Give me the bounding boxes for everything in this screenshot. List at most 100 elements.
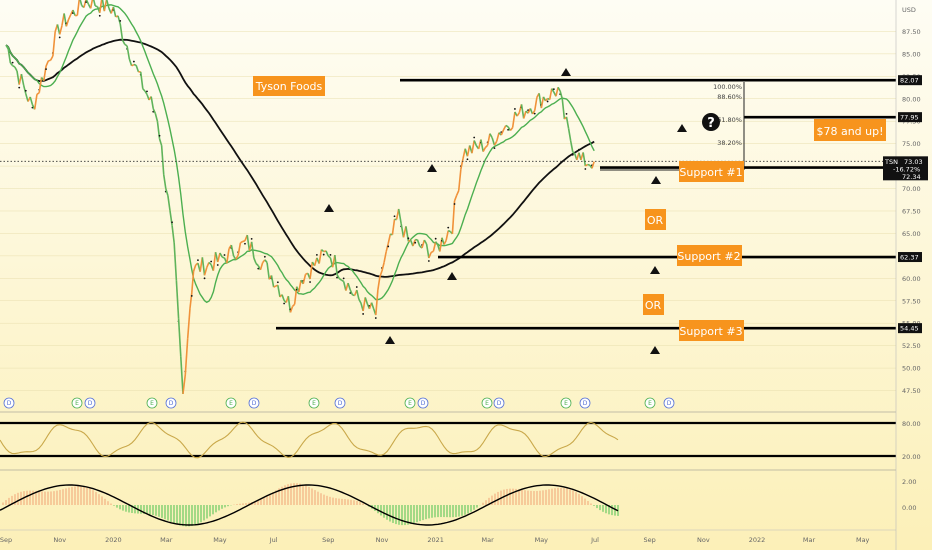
- price-segment: [520, 104, 525, 119]
- price-segment: [98, 0, 103, 13]
- event-marker-text: D: [667, 400, 672, 407]
- price-segment: [7, 48, 12, 64]
- price-dot: [387, 245, 390, 248]
- price-dot: [427, 260, 430, 262]
- price-segment: [9, 62, 14, 67]
- price-segment: [391, 219, 396, 235]
- price-segment: [489, 133, 493, 139]
- price-tick: 57.50: [902, 297, 921, 305]
- price-segment: [167, 195, 171, 211]
- price-segment: [441, 237, 445, 245]
- price-segment: [443, 240, 447, 245]
- or1-label: OR: [645, 209, 666, 230]
- price-segment: [216, 252, 221, 263]
- event-marker[interactable]: [404, 397, 416, 409]
- price-dot: [263, 255, 266, 258]
- price-dot: [514, 108, 516, 110]
- price-segment: [203, 267, 208, 276]
- svg-text:Support #2: Support #2: [677, 250, 740, 263]
- event-marker[interactable]: [579, 397, 591, 409]
- price-segment: [126, 45, 131, 60]
- price-segment: [320, 249, 325, 253]
- last-symbol: TSN: [884, 158, 898, 166]
- price-segment: [152, 108, 157, 114]
- event-marker[interactable]: [165, 397, 177, 409]
- price-segment: [171, 225, 175, 244]
- event-marker[interactable]: [308, 397, 320, 409]
- price-dot: [507, 128, 509, 131]
- fib-382-label: 38.20%: [717, 139, 742, 147]
- price-tick: 70.00: [902, 185, 921, 193]
- price-tick: 47.50: [902, 387, 921, 395]
- price-segment: [447, 229, 451, 233]
- price-segment: [190, 271, 195, 293]
- price-segment: [466, 145, 471, 157]
- price-segment: [192, 264, 197, 272]
- price-dot: [466, 158, 469, 161]
- event-marker[interactable]: [493, 397, 505, 409]
- time-tick: Mar: [481, 536, 494, 544]
- price-segment: [135, 64, 140, 73]
- event-marker[interactable]: [3, 397, 15, 409]
- price-segment: [500, 129, 505, 136]
- price-segment: [453, 195, 458, 202]
- event-marker[interactable]: [334, 397, 346, 409]
- price-segment: [221, 256, 225, 259]
- price-segment: [544, 97, 549, 102]
- price-segment: [186, 307, 191, 339]
- event-marker-text: E: [485, 400, 489, 407]
- price-segment: [240, 240, 244, 244]
- event-marker[interactable]: [225, 397, 237, 409]
- price-segment: [63, 13, 68, 27]
- price-dot: [342, 277, 345, 280]
- level-tags: 82.07 77.95 62.37 54.45 TSN 73.03-16.72%72.34: [883, 75, 928, 334]
- price-dot: [565, 112, 568, 115]
- ma-200-line: [5, 38, 595, 278]
- event-marker-text: E: [648, 400, 652, 407]
- event-marker[interactable]: [417, 397, 429, 409]
- price-dot: [447, 226, 450, 229]
- event-marker-text: E: [312, 400, 316, 407]
- price-segment: [67, 14, 72, 20]
- price-segment: [65, 19, 70, 27]
- last-change: -16.72%: [893, 165, 920, 173]
- svg-text:OR: OR: [647, 214, 664, 227]
- price-segment: [45, 60, 50, 67]
- event-marker-text: D: [169, 400, 174, 407]
- price-segment: [119, 23, 124, 41]
- event-marker[interactable]: [71, 397, 83, 409]
- event-marker[interactable]: [481, 397, 493, 409]
- price-segment: [540, 96, 545, 109]
- last-price-tag: [883, 156, 928, 181]
- price-dot: [434, 237, 437, 240]
- event-marker[interactable]: [663, 397, 675, 409]
- price-dot: [119, 20, 122, 22]
- event-marker[interactable]: [84, 397, 96, 409]
- price-segment: [264, 259, 268, 264]
- event-marker[interactable]: [560, 397, 572, 409]
- event-marker[interactable]: [146, 397, 158, 409]
- triangle-marker: [447, 272, 457, 280]
- price-segment: [309, 261, 314, 280]
- price-segment: [76, 0, 80, 16]
- price-segment: [201, 257, 206, 276]
- price-segment: [92, 0, 96, 7]
- svg-text:Tyson Foods: Tyson Foods: [255, 80, 323, 93]
- price-segment: [289, 306, 294, 313]
- price-segment: [250, 241, 255, 259]
- time-tick: Sep: [322, 536, 334, 544]
- price-segment: [400, 223, 405, 238]
- fib-100-label: 100.00%: [713, 83, 742, 91]
- price-segment: [281, 294, 285, 301]
- price-segment: [154, 113, 159, 122]
- time-tick: Jul: [269, 536, 278, 544]
- price-segment: [559, 90, 564, 100]
- price-dot: [11, 61, 14, 64]
- event-marker[interactable]: [248, 397, 260, 409]
- triangle-marker: [324, 204, 334, 212]
- event-marker[interactable]: [644, 397, 656, 409]
- price-segment: [561, 98, 566, 120]
- price-segment: [529, 108, 534, 115]
- triangle-marker: [427, 164, 437, 172]
